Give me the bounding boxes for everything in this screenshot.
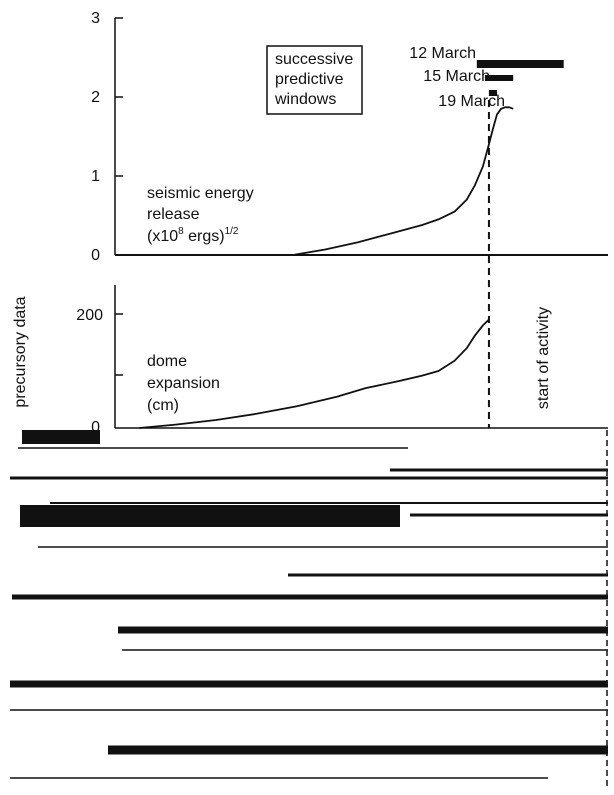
y-axis-label: precursory data: [12, 296, 29, 407]
dome-line-1: dome: [147, 353, 187, 370]
lower-y-tick-label-200: 200: [76, 307, 103, 324]
seismic-line-1: seismic energy: [147, 185, 254, 202]
lower-y-tick-label-0: 0: [91, 419, 100, 436]
seismic-annotation: seismic energy release (x108 ergs)1/2: [147, 185, 254, 245]
window-bar-2: [488, 90, 497, 96]
upper-y-ticks: 3 2 1 0: [91, 10, 123, 264]
legend-box: successive predictive windows: [266, 45, 363, 115]
seismic-line-3-mid: ergs): [184, 228, 225, 245]
y-tick-label-0: 0: [91, 247, 100, 264]
legend-line-2: predictive: [275, 71, 344, 88]
y-tick-label-3: 3: [91, 10, 100, 27]
window-bar-0: [476, 60, 564, 68]
window-label-15-march: 15 March: [423, 68, 490, 85]
noise-bar: [22, 430, 100, 444]
window-bar-1: [484, 75, 514, 81]
marker-label: start of activity: [535, 307, 552, 409]
legend-line-1: successive: [275, 51, 353, 68]
seismic-line-3-sup1: 8: [178, 226, 184, 237]
dome-line-3: (cm): [147, 397, 179, 414]
dome-annotation: dome expansion (cm): [147, 353, 220, 414]
seismic-line-3-sup2: 1/2: [225, 226, 239, 237]
legend-line-3: windows: [274, 91, 336, 108]
noise-bar: [20, 505, 400, 527]
lower-y-ticks: 200 0: [76, 307, 123, 436]
legend-box-frame: [266, 45, 363, 115]
y-tick-label-2: 2: [91, 89, 100, 106]
seismic-line-3: (x108 ergs)1/2: [147, 226, 239, 245]
seismic-line-2: release: [147, 206, 200, 223]
seismic-line-3-prefix: (x10: [147, 228, 178, 245]
chart-marks: [139, 60, 564, 429]
y-tick-label-1: 1: [91, 168, 100, 185]
window-label-12-march: 12 March: [409, 45, 476, 62]
scan-noise: [10, 430, 608, 790]
dome-line-2: expansion: [147, 375, 220, 392]
dome-expansion-curve: [139, 319, 490, 429]
seismic-energy-curve: [292, 106, 514, 256]
